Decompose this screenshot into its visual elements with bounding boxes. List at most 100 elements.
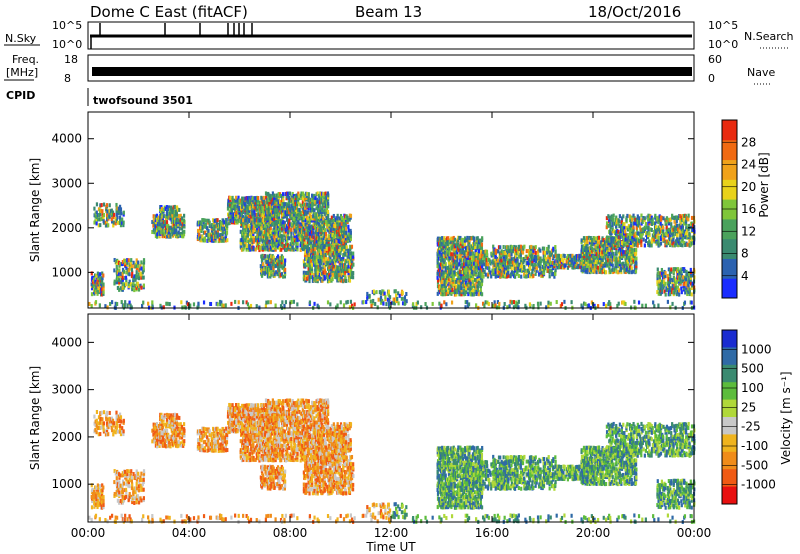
power-echo: [286, 239, 289, 244]
power-echo: [271, 216, 274, 221]
power-echo: [256, 226, 259, 231]
power-echo: [474, 245, 477, 250]
power-echo: [177, 222, 180, 227]
power-echo: [396, 299, 399, 304]
power-echo: [305, 231, 308, 236]
power-echo: [338, 224, 341, 229]
power-echo: [323, 258, 326, 263]
power-echo: [272, 247, 275, 252]
power-echo: [498, 260, 501, 265]
power-echo: [275, 270, 278, 275]
power-echo: [128, 272, 131, 277]
power-echo: [248, 195, 251, 200]
power-echo: [135, 274, 139, 279]
power-echo: [446, 244, 449, 249]
power-echo: [555, 253, 558, 258]
power-echo: [295, 205, 299, 210]
power-echo: [296, 207, 300, 212]
power-echo: [317, 193, 321, 198]
power-echo: [279, 231, 282, 236]
power-echo: [510, 266, 513, 271]
power-echo: [94, 279, 97, 284]
power-echo: [290, 227, 293, 232]
power-echo: [597, 235, 601, 240]
power-echo: [336, 216, 339, 221]
power-echo: [461, 279, 465, 284]
power-echo: [630, 266, 633, 271]
power-echo: [216, 218, 219, 223]
power-echo: [602, 255, 605, 260]
power-echo: [313, 273, 316, 278]
power-echo: [160, 222, 163, 227]
power-echo: [125, 270, 128, 275]
power-echo: [244, 200, 247, 205]
power-echo: [532, 273, 535, 278]
power-echo: [118, 278, 121, 283]
power-echo: [474, 261, 477, 266]
power-echo: [282, 220, 285, 225]
power-echo: [269, 197, 272, 202]
power-echo: [329, 222, 332, 227]
power-echo: [285, 214, 289, 219]
power-echo: [97, 273, 100, 278]
power-echo: [490, 274, 493, 279]
power-echo: [246, 239, 249, 244]
power-echo: [327, 212, 330, 217]
power-echo: [326, 224, 329, 229]
power-echo: [266, 202, 269, 207]
power-echo: [439, 262, 443, 267]
power-echo: [304, 241, 307, 246]
power-echo: [293, 235, 296, 240]
power-echo: [339, 213, 343, 218]
power-echo: [320, 235, 323, 240]
power-echo: [267, 214, 270, 219]
power-echo: [207, 235, 210, 240]
power-echo: [314, 260, 317, 265]
power-echo: [340, 232, 344, 237]
power-echo: [519, 247, 522, 252]
power-echo: [260, 210, 263, 215]
power-echo: [304, 208, 307, 213]
power-echo: [482, 267, 485, 272]
power-echo: [312, 249, 315, 254]
power-echo: [458, 235, 461, 240]
power-echo: [342, 230, 346, 235]
power-echo: [494, 268, 497, 273]
power-echo: [547, 248, 550, 253]
power-echo: [488, 266, 491, 271]
power-echo: [473, 266, 476, 271]
power-echo: [322, 220, 325, 225]
power-echo: [460, 258, 463, 263]
power-echo: [319, 245, 323, 250]
power-echo: [586, 267, 589, 272]
power-echo: [112, 223, 115, 228]
power-echo: [306, 222, 309, 227]
power-echo: [461, 240, 464, 245]
power-echo: [489, 270, 492, 275]
power-echo: [443, 256, 446, 261]
power-echo: [309, 208, 313, 213]
power-echo: [447, 279, 450, 284]
power-echo: [202, 230, 206, 235]
power-echo: [263, 270, 266, 275]
power-echo: [105, 219, 109, 224]
power-echo: [238, 198, 241, 203]
power-echo: [336, 232, 339, 237]
power-echo: [450, 270, 453, 275]
power-echo: [220, 220, 223, 225]
power-echo: [287, 200, 290, 205]
power-echo: [472, 288, 475, 293]
power-echo: [316, 245, 319, 250]
power-echo: [161, 217, 164, 222]
power-echo: [119, 273, 122, 278]
power-echo: [288, 206, 291, 211]
power-echo: [324, 219, 328, 224]
power-echo: [255, 206, 259, 211]
power-echo: [274, 245, 277, 250]
power-echo: [95, 273, 98, 278]
power-echo: [175, 224, 178, 229]
power-echo: [248, 228, 251, 233]
power-echo: [91, 277, 95, 282]
power-echo: [277, 243, 280, 248]
power-echo: [527, 273, 530, 278]
